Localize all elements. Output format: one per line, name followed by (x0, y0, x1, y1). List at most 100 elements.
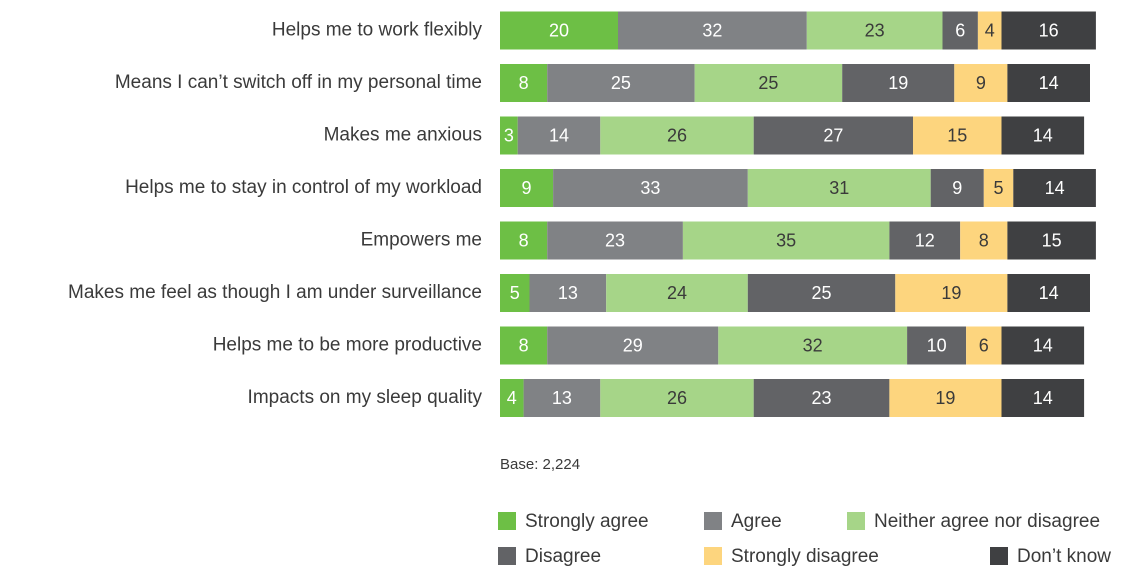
data-label: 14 (549, 125, 569, 145)
data-label: 9 (952, 178, 962, 198)
data-label: 8 (979, 230, 989, 250)
data-label: 13 (558, 283, 578, 303)
data-label: 5 (510, 283, 520, 303)
bar-segment-agree (547, 221, 683, 260)
bar-segment-disagree (753, 116, 913, 155)
data-label: 14 (1033, 335, 1053, 355)
data-label: 25 (758, 73, 778, 93)
category-label: Helps me to stay in control of my worklo… (125, 177, 482, 198)
bar-segment-don-t-know (1001, 379, 1085, 417)
bar-segment-strongly-agree (500, 64, 548, 102)
data-label: 14 (1039, 283, 1059, 303)
data-label: 8 (519, 230, 529, 250)
bar-segment-disagree (747, 274, 896, 312)
data-label: 9 (522, 178, 532, 198)
data-label: 19 (935, 388, 955, 408)
data-label: 4 (507, 388, 517, 408)
data-label: 12 (915, 230, 935, 250)
bar-segment-disagree (930, 169, 984, 207)
legend-item-strongly-agree: Strongly agree (498, 511, 649, 532)
data-label: 8 (519, 335, 529, 355)
data-label: 25 (611, 73, 631, 93)
bar-segment-strongly-disagree (977, 11, 1002, 50)
bar-segment-agree (523, 379, 601, 417)
bar-segment-agree (547, 64, 695, 102)
bar-segment-strongly-disagree (954, 64, 1008, 102)
bar-segment-agree (517, 116, 601, 155)
bar-segment-strongly-agree (500, 116, 518, 155)
bar-segment-agree (547, 326, 719, 365)
bar-segment-neither-agree-nor-disagree (718, 326, 908, 365)
legend-swatch (498, 547, 516, 565)
bars: 20 32 23 6 4 168 25 25 19 9 143 14 26 27 15 149 33 31 9 5 14… (500, 11, 1096, 417)
bar-segment-neither-agree-nor-disagree (806, 11, 943, 50)
legend-label: Disagree (525, 546, 601, 567)
data-label: 29 (623, 335, 643, 355)
bar-segment-strongly-agree (500, 221, 548, 260)
bar-segment-don-t-know (1007, 221, 1096, 260)
bar-segment-neither-agree-nor-disagree (694, 64, 843, 102)
data-label: 23 (605, 230, 625, 250)
legend-item-disagree: Disagree (498, 546, 601, 567)
base-note: Base: 2,224 (500, 456, 580, 473)
bar-row: 5 13 24 25 19 14 (500, 274, 1090, 312)
bar-segment-agree (553, 169, 748, 207)
category-label: Means I can’t switch off in my personal … (115, 72, 482, 93)
bar-segment-neither-agree-nor-disagree (682, 221, 890, 260)
bar-row: 3 14 26 27 15 14 (500, 116, 1085, 155)
data-label: 14 (1033, 388, 1053, 408)
data-label: 23 (812, 388, 832, 408)
data-label: 16 (1039, 20, 1059, 40)
bar-segment-don-t-know (1007, 274, 1090, 312)
legend-swatch (847, 512, 865, 530)
data-label: 13 (552, 388, 572, 408)
legend: Strongly agree Agree Neither agree nor dis… (498, 511, 1111, 567)
bar-segment-strongly-agree (500, 169, 554, 207)
data-label: 4 (985, 20, 995, 40)
data-label: 6 (979, 335, 989, 355)
data-label: 23 (865, 20, 885, 40)
legend-swatch (704, 547, 722, 565)
bar-segment-strongly-disagree (913, 116, 1002, 155)
data-label: 9 (976, 73, 986, 93)
data-label: 31 (829, 178, 849, 198)
category-label: Makes me anxious (324, 125, 482, 146)
bar-segment-neither-agree-nor-disagree (606, 274, 748, 312)
legend-label: Strongly disagree (731, 546, 879, 567)
legend-item-agree: Agree (704, 511, 782, 532)
bar-segment-agree (618, 11, 807, 50)
category-label: Helps me to be more productive (213, 335, 482, 356)
bar-row: 8 25 25 19 9 14 (500, 64, 1090, 102)
data-label: 15 (1042, 230, 1062, 250)
data-label: 32 (702, 20, 722, 40)
category-label: Empowers me (361, 230, 482, 251)
data-label: 26 (667, 388, 687, 408)
bar-segment-strongly-agree (500, 11, 618, 50)
legend-swatch (498, 512, 516, 530)
bar-segment-agree (529, 274, 607, 312)
legend-item-don-t-know: Don’t know (990, 546, 1111, 567)
bar-segment-strongly-agree (500, 379, 524, 417)
data-label: 3 (504, 125, 514, 145)
category-label: Helps me to work flexibly (272, 20, 483, 41)
bar-segment-disagree (942, 11, 978, 50)
data-label: 14 (1039, 73, 1059, 93)
category-labels: Helps me to work flexibly Means I can’t s… (68, 20, 482, 409)
legend-label: Strongly agree (525, 511, 649, 532)
data-label: 20 (549, 20, 569, 40)
bar-segment-disagree (889, 221, 961, 260)
legend-label: Agree (731, 511, 782, 532)
bar-row: 8 23 35 12 8 15 (500, 221, 1096, 260)
data-label: 14 (1033, 125, 1053, 145)
data-label: 19 (941, 283, 961, 303)
bar-segment-disagree (842, 64, 955, 102)
data-label: 19 (888, 73, 908, 93)
legend-swatch (704, 512, 722, 530)
data-label: 24 (667, 283, 687, 303)
bar-segment-disagree (753, 379, 890, 417)
bar-row: 9 33 31 9 5 14 (500, 169, 1096, 207)
bar-row: 20 32 23 6 4 16 (500, 11, 1096, 50)
bar-segment-neither-agree-nor-disagree (600, 116, 754, 155)
legend-label: Don’t know (1017, 546, 1111, 567)
bar-segment-strongly-disagree (966, 326, 1002, 365)
